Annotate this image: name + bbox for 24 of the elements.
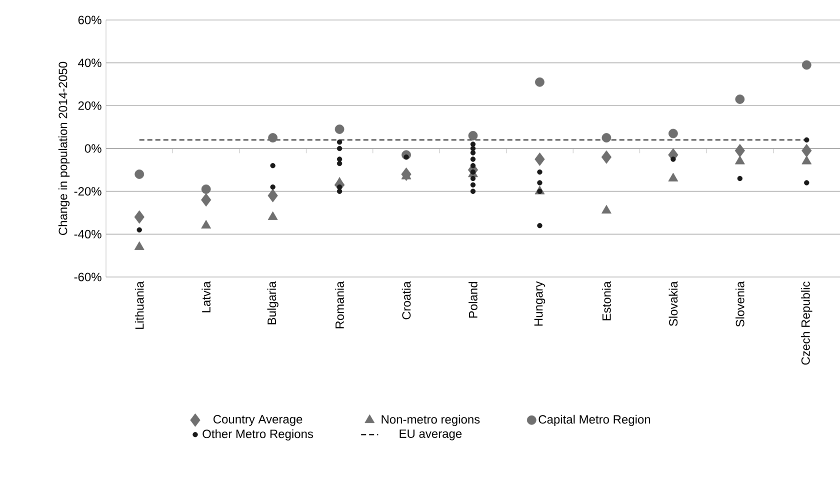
legend-label: Non-metro regions <box>382 414 480 426</box>
legend-label: Country Average <box>214 415 302 426</box>
legend-label: Other Metro Regions <box>202 429 314 441</box>
legend-label: Capital Metro Region <box>538 414 650 426</box>
x-tick-label: Estonia <box>602 281 611 320</box>
x-tick-label: Czech Republic <box>801 282 812 365</box>
y-tick-label: 40% <box>78 58 102 68</box>
x-tick-label: Poland <box>468 282 478 318</box>
y-tick-label: -40% <box>74 230 102 238</box>
y-tick-label: 20% <box>78 101 102 110</box>
legend-label: EU average <box>400 430 462 440</box>
y-tick-label: 60% <box>78 16 102 24</box>
x-tick-label: Slovenia <box>736 281 744 327</box>
x-tick-label: Latvia <box>202 281 210 312</box>
x-tick-label: Hungary <box>534 281 546 326</box>
x-tick-label: Romania <box>335 281 344 328</box>
x-tick-label: Croatia <box>402 281 411 320</box>
y-tick-label: -20% <box>74 187 102 196</box>
y-tick-label: -60% <box>74 272 102 282</box>
y-axis-title: Change in population 2014-2050 <box>58 62 70 235</box>
x-tick-label: Slovakia <box>668 281 678 326</box>
x-tick-label: Bulgaria <box>267 281 278 324</box>
y-tick-label: 0% <box>84 144 102 153</box>
x-tick-label: Lithuania <box>134 281 144 329</box>
